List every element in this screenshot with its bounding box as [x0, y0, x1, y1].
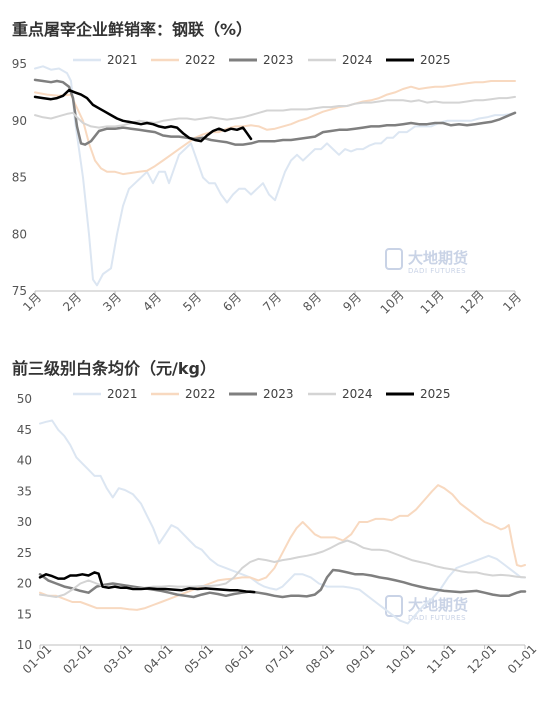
legend-label-2021: 2021 [107, 387, 138, 401]
series-line-2021 [34, 65, 516, 287]
series-line-2023 [38, 568, 527, 599]
watermark-text-cn: 大地期货 [408, 596, 468, 614]
y-tick-label: 35 [17, 484, 32, 498]
series-line-2022 [39, 484, 526, 611]
x-tick-label: 06-01 [222, 642, 257, 677]
y-tick-label: 80 [12, 227, 27, 241]
x-tick-label: 10月 [378, 288, 407, 317]
y-tick-label: 10 [17, 638, 32, 652]
y-tick-label: 50 [17, 392, 32, 406]
x-tick-label: 05-01 [182, 642, 217, 677]
y-tick-label: 25 [17, 546, 32, 560]
x-tick-label: 6月 [220, 290, 244, 314]
x-tick-label: 4月 [140, 290, 164, 314]
x-tick-label: 11月 [418, 288, 447, 317]
x-tick-label: 09-01 [343, 642, 378, 677]
y-tick-label: 90 [12, 114, 27, 128]
x-tick-label: 1月 [500, 290, 524, 314]
x-tick-label: 08-01 [303, 642, 338, 677]
x-tick-label: 5月 [180, 290, 204, 314]
watermark-text-cn: 大地期货 [408, 249, 468, 267]
x-tick-label: 7月 [260, 290, 284, 314]
y-tick-label: 85 [12, 171, 27, 185]
x-tick-label: 3月 [100, 290, 124, 314]
chart-2-series [38, 419, 527, 625]
x-tick-label: 9月 [340, 290, 364, 314]
series-line-2024 [34, 95, 516, 129]
y-tick-label: 40 [17, 454, 32, 468]
x-tick-label: 8月 [300, 290, 324, 314]
watermark-text-en: DADI FUTURES [408, 614, 466, 622]
legend-label-2024: 2024 [342, 387, 373, 401]
x-tick-label: 02-01 [60, 642, 95, 677]
y-tick-label: 75 [12, 284, 27, 298]
watermark-text-en: DADI FUTURES [408, 267, 466, 275]
x-tick-label: 04-01 [141, 642, 176, 677]
series-line-2023 [33, 78, 517, 146]
x-tick-label: 12-01 [464, 642, 499, 677]
chart-1-legend: 2021 2022 2023 2024 2025 [73, 53, 451, 67]
x-tick-label: 12月 [458, 288, 487, 317]
x-tick-label: 01-01 [505, 642, 540, 677]
x-tick-label: 07-01 [262, 642, 297, 677]
legend-label-2025: 2025 [420, 53, 451, 67]
legend-label-2023: 2023 [263, 387, 294, 401]
x-tick-label: 10-01 [384, 642, 419, 677]
series-line-2025 [33, 88, 253, 143]
series-line-2024 [39, 539, 526, 598]
watermark-logo-icon [385, 248, 403, 270]
chart-1-series [33, 65, 517, 287]
legend-label-2021: 2021 [107, 53, 138, 67]
legend-label-2025: 2025 [420, 387, 451, 401]
chart-1-title: 重点屠宰企业鲜销率：钢联（%） [12, 20, 252, 39]
chart-2-axes: 10 15 20 25 30 35 40 45 50 01-01 02-01 03-01 04-01 05… [17, 392, 540, 676]
x-tick-label: 2月 [60, 290, 84, 314]
chart-2-legend: 2021 2022 2023 2024 2025 [73, 387, 451, 401]
y-tick-label: 45 [17, 423, 32, 437]
y-tick-label: 30 [17, 515, 32, 529]
series-line-2022 [34, 80, 516, 176]
series-line-2025 [38, 571, 256, 594]
legend-label-2024: 2024 [342, 53, 373, 67]
legend-label-2022: 2022 [185, 53, 216, 67]
y-tick-label: 20 [17, 577, 32, 591]
y-tick-label: 15 [17, 607, 32, 621]
x-tick-label: 11-01 [424, 642, 459, 677]
chart-2-title: 前三级别白条均价（元/kg） [12, 359, 216, 378]
legend-label-2022: 2022 [185, 387, 216, 401]
legend-label-2023: 2023 [263, 53, 294, 67]
y-tick-label: 95 [12, 57, 27, 71]
series-line-2021 [39, 419, 526, 625]
x-tick-label: 03-01 [101, 642, 136, 677]
